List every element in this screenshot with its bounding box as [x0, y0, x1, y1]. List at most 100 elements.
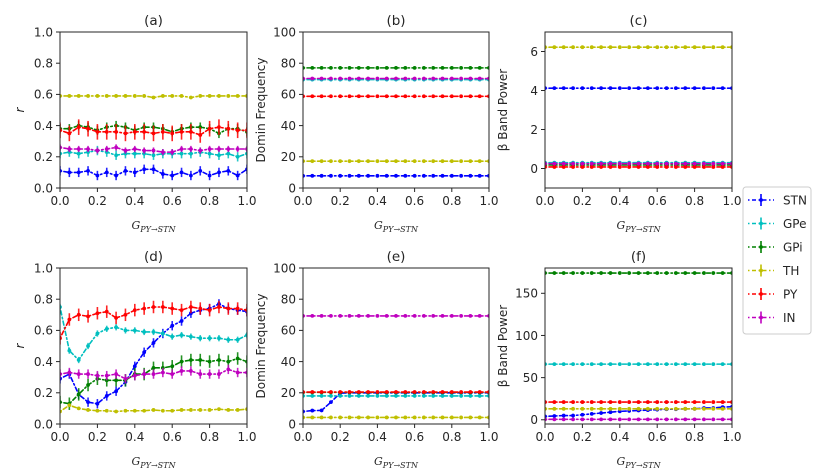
- data-point: [664, 362, 669, 367]
- data-point: [477, 313, 482, 318]
- y-tick-label: 0.4: [34, 119, 53, 133]
- data-point: [86, 344, 90, 348]
- data-point: [431, 76, 436, 81]
- data-point: [338, 159, 343, 164]
- data-point: [589, 411, 594, 416]
- data-point: [608, 161, 613, 166]
- data-point: [580, 400, 585, 404]
- data-point: [571, 45, 575, 50]
- data-point: [608, 410, 613, 415]
- y-axis-label: β Band Power: [496, 69, 510, 151]
- data-point: [580, 412, 585, 417]
- data-point: [310, 94, 315, 99]
- data-point: [86, 126, 90, 131]
- data-point: [664, 86, 669, 91]
- data-point: [561, 417, 566, 422]
- data-point: [674, 362, 678, 367]
- data-point: [104, 408, 109, 413]
- data-point: [702, 406, 706, 411]
- data-point: [692, 406, 697, 411]
- data-point: [160, 150, 165, 155]
- data-point: [440, 76, 445, 81]
- data-point: [449, 173, 454, 178]
- data-point: [627, 362, 632, 367]
- y-tick-label: 0.2: [34, 150, 53, 164]
- data-point: [589, 45, 594, 50]
- data-point: [627, 45, 632, 50]
- data-point: [319, 313, 324, 318]
- data-point: [151, 153, 156, 158]
- x-axis-label: GPY→STN: [132, 455, 177, 470]
- series-gpe: [60, 303, 247, 364]
- data-point: [459, 65, 463, 70]
- data-point: [655, 271, 660, 275]
- data-point: [329, 159, 333, 164]
- data-point: [151, 330, 156, 334]
- data-point: [711, 417, 716, 422]
- data-point: [702, 45, 706, 50]
- data-point: [95, 311, 100, 316]
- data-point: [599, 161, 603, 166]
- series-in: [303, 76, 489, 81]
- data-point: [645, 165, 650, 169]
- data-point: [422, 76, 426, 81]
- data-point: [561, 362, 566, 367]
- data-point: [142, 167, 147, 172]
- data-point: [655, 362, 660, 367]
- data-point: [170, 334, 175, 339]
- data-point: [375, 76, 380, 81]
- data-point: [459, 415, 463, 420]
- x-axis-label-sub: PY→STN: [139, 225, 176, 234]
- data-point: [114, 153, 118, 158]
- series-in: [60, 144, 247, 156]
- data-point: [375, 94, 380, 99]
- data-point: [720, 400, 725, 404]
- data-point: [664, 165, 669, 169]
- data-point: [329, 390, 333, 394]
- data-point: [412, 76, 417, 81]
- series-stn: [545, 404, 732, 419]
- data-point: [702, 86, 706, 91]
- data-point: [226, 151, 231, 156]
- data-point: [468, 394, 473, 398]
- data-point: [189, 358, 193, 362]
- data-point: [132, 328, 137, 333]
- data-point: [394, 76, 398, 81]
- data-point: [571, 86, 575, 91]
- data-point: [580, 362, 585, 367]
- x-tick-label: 0.2: [331, 194, 350, 208]
- data-point: [674, 417, 678, 422]
- x-tick-label: 1.0: [722, 430, 741, 444]
- data-point: [608, 406, 613, 411]
- x-tick-label: 0.6: [163, 430, 182, 444]
- data-point: [636, 406, 641, 411]
- data-point: [431, 173, 436, 178]
- data-point: [412, 390, 417, 394]
- axes-frame: [302, 267, 490, 425]
- data-point: [347, 76, 352, 81]
- data-point: [449, 94, 454, 99]
- data-point: [76, 372, 81, 376]
- data-point: [683, 400, 688, 404]
- y-axis-label: r: [13, 342, 27, 348]
- data-point: [170, 323, 175, 328]
- y-axis-label: Domin Frequency: [254, 293, 268, 398]
- x-axis-label-main: G: [132, 219, 141, 232]
- data-point: [132, 170, 137, 175]
- data-point: [67, 170, 72, 175]
- data-point: [319, 76, 324, 81]
- data-point: [235, 356, 240, 361]
- data-point: [189, 408, 193, 412]
- y-tick-label: 6: [530, 45, 538, 59]
- data-point: [692, 86, 697, 91]
- x-tick-label: 0.0: [293, 194, 312, 208]
- x-tick-label: 0.2: [331, 430, 350, 444]
- data-point: [692, 417, 697, 422]
- x-axis-label-sub: PY→STN: [624, 461, 661, 470]
- data-point: [347, 394, 352, 398]
- data-point: [384, 65, 389, 70]
- data-point: [356, 76, 361, 81]
- data-point: [86, 372, 90, 376]
- x-tick-label: 0.8: [685, 194, 704, 208]
- data-point: [571, 271, 575, 275]
